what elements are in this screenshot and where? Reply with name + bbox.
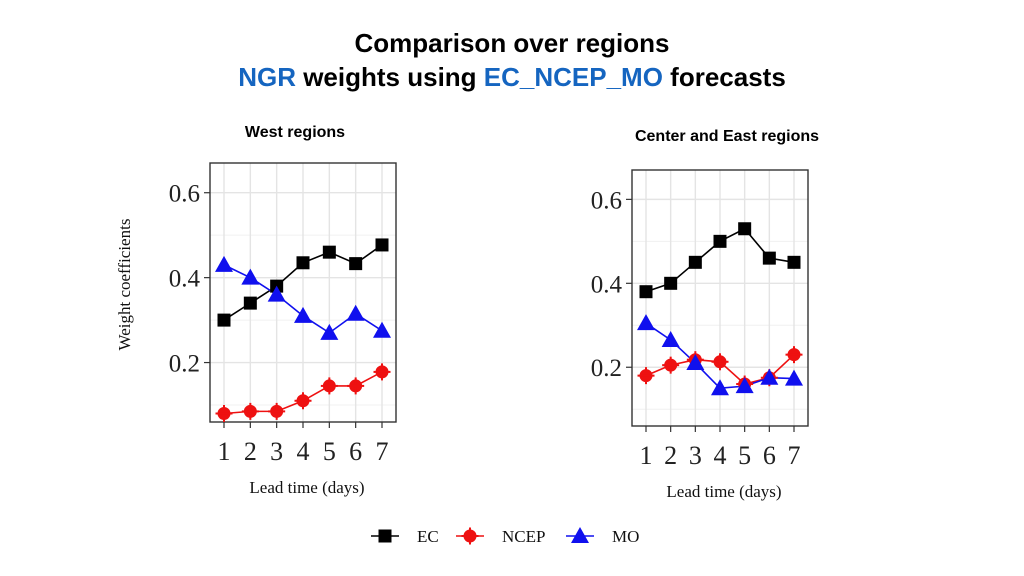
point-mo xyxy=(373,321,391,338)
point-mo xyxy=(785,369,803,386)
point-ec xyxy=(664,276,678,290)
point-ncep-cross-h xyxy=(662,364,680,367)
point-mo xyxy=(346,304,365,321)
x-tick-label: 4 xyxy=(714,441,727,470)
point-mo xyxy=(320,323,339,340)
legend-marker-mo xyxy=(571,527,589,543)
y-tick-label: 0.2 xyxy=(169,351,200,378)
chart-panel-1 xyxy=(204,162,397,428)
title-weights-using: weights using xyxy=(295,62,484,92)
point-ncep-cross-h xyxy=(215,412,233,415)
point-mo xyxy=(637,314,655,331)
point-mo xyxy=(760,368,779,385)
x-tick-label: 1 xyxy=(218,437,231,466)
x-tick-label: 5 xyxy=(738,441,751,470)
y-axis-label: Weight coefficients xyxy=(115,219,134,351)
point-mo xyxy=(267,285,286,302)
point-ec xyxy=(639,285,653,299)
point-mo xyxy=(686,354,705,371)
x-tick-label: 6 xyxy=(763,441,776,470)
title-ngr: NGR xyxy=(238,62,296,92)
point-ec xyxy=(713,234,727,248)
point-ncep-cross-h xyxy=(373,370,391,373)
point-ec xyxy=(349,257,363,271)
point-ec xyxy=(738,222,752,236)
point-mo xyxy=(294,306,312,323)
point-ncep-cross-h xyxy=(294,399,312,402)
x-tick-label: 2 xyxy=(244,437,257,466)
point-mo xyxy=(735,377,754,394)
x-tick-label: 5 xyxy=(323,437,336,466)
x-tick-label: 1 xyxy=(640,441,653,470)
point-ncep-cross-h xyxy=(785,353,803,356)
point-ec xyxy=(296,256,310,270)
plot-frame xyxy=(209,162,397,423)
legend-label-mo: MO xyxy=(612,527,639,546)
point-ncep-cross-h xyxy=(347,384,365,387)
point-mo xyxy=(215,255,233,272)
y-tick-label: 0.4 xyxy=(591,271,623,298)
point-ec xyxy=(688,255,702,269)
x-tick-label: 4 xyxy=(297,437,310,466)
title-forecasts: forecasts xyxy=(662,62,786,92)
point-mo xyxy=(241,268,260,285)
x-tick-label: 6 xyxy=(349,437,362,466)
y-tick-label: 0.2 xyxy=(591,355,622,382)
title-forecast-set: EC_NCEP_MO xyxy=(483,62,663,92)
x-axis-label: Lead time (days) xyxy=(666,482,781,501)
point-ncep-cross-h xyxy=(637,374,655,377)
x-tick-label: 2 xyxy=(664,441,677,470)
x-tick-label: 3 xyxy=(689,441,702,470)
point-ec xyxy=(375,238,389,252)
legend xyxy=(371,527,594,545)
point-ec xyxy=(787,255,801,269)
point-ncep-cross-h xyxy=(711,360,729,363)
figure-title-line1: Comparison over regions xyxy=(0,28,1024,59)
y-tick-label: 0.4 xyxy=(169,266,201,293)
title-line1-text: Comparison over regions xyxy=(354,28,670,58)
figure-title-line2: NGR weights using EC_NCEP_MO forecasts xyxy=(0,62,1024,93)
x-tick-label: 7 xyxy=(376,437,389,466)
x-tick-label: 7 xyxy=(788,441,801,470)
point-ec xyxy=(217,313,231,327)
panel-title: West regions xyxy=(245,124,345,141)
legend-marker-ec xyxy=(378,529,392,543)
legend-label-ec: EC xyxy=(417,527,439,546)
x-axis-label: Lead time (days) xyxy=(249,478,364,497)
point-mo xyxy=(711,379,729,396)
point-ec xyxy=(243,296,257,310)
point-mo xyxy=(661,330,680,347)
y-tick-label: 0.6 xyxy=(169,181,200,208)
panel-title: Center and East regions xyxy=(635,128,819,145)
plot-frame xyxy=(631,169,809,427)
legend-marker-ncep-cross-h xyxy=(461,535,479,537)
point-ncep-cross-h xyxy=(320,384,338,387)
point-ncep-cross-h xyxy=(241,410,259,413)
chart-panel-2 xyxy=(626,169,809,432)
x-tick-label: 3 xyxy=(270,437,283,466)
point-ec xyxy=(322,245,336,259)
legend-label-ncep: NCEP xyxy=(502,527,545,546)
point-ncep-cross-h xyxy=(268,410,286,413)
point-ec xyxy=(762,251,776,265)
y-tick-label: 0.6 xyxy=(591,187,622,214)
